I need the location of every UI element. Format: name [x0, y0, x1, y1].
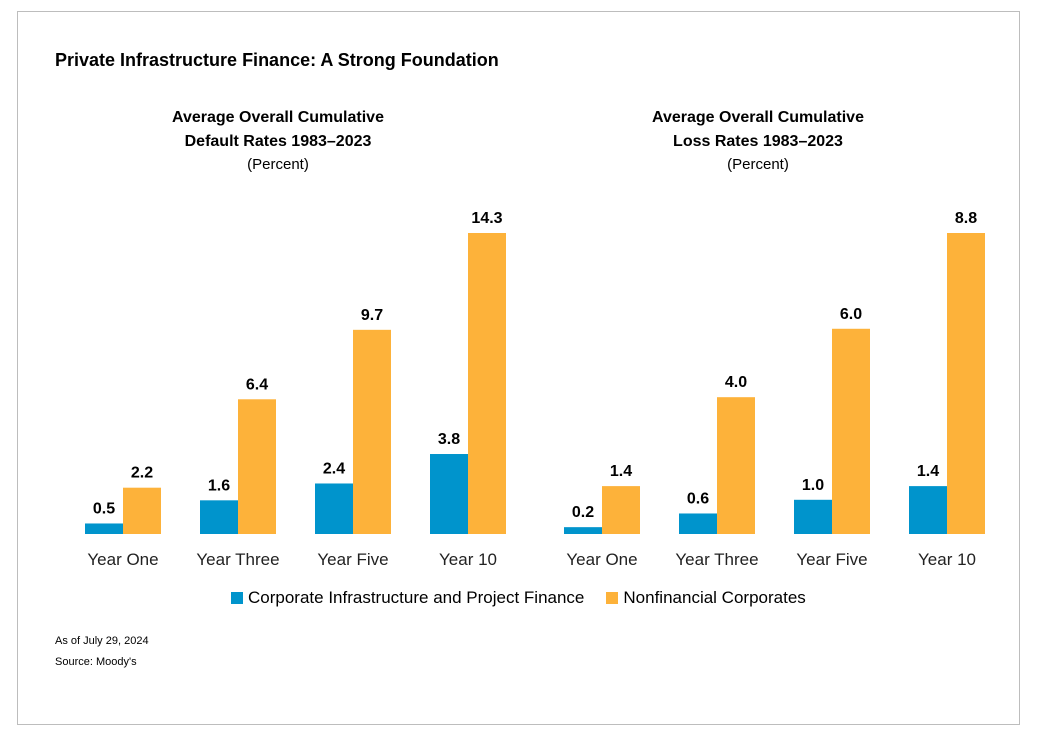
loss-bar-corporate-infra-2: [679, 513, 717, 534]
loss-value-label-corporate-infra-3: 1.0: [802, 477, 824, 494]
loss-value-label-nonfinancial-3: 6.0: [840, 306, 862, 323]
loss-value-label-corporate-infra-2: 0.6: [687, 490, 709, 507]
default-value-label-nonfinancial-3: 9.7: [361, 307, 383, 324]
loss-category-label-3: Year Five: [796, 550, 867, 569]
page-title: Private Infrastructure Finance: A Strong…: [55, 50, 499, 70]
legend-label-corporate-infra: Corporate Infrastructure and Project Fin…: [248, 588, 585, 607]
loss-rates-chart: 0.2 1.4 Year One 0.6 4.0 Year Three 1.0 6.0 Year…: [564, 210, 985, 569]
loss-value-label-nonfinancial-2: 4.0: [725, 374, 747, 391]
legend: Corporate Infrastructure and Project Fin…: [231, 586, 828, 610]
default-value-label-corporate-infra-2: 1.6: [208, 477, 230, 494]
default-value-label-corporate-infra-4: 3.8: [438, 431, 460, 448]
default-bar-corporate-infra-3: [315, 483, 353, 534]
loss-category-label-1: Year One: [566, 550, 637, 569]
loss-category-label-2: Year Three: [675, 550, 758, 569]
legend-item-nonfinancial: Nonfinancial Corporates: [606, 588, 806, 608]
loss-category-label-4: Year 10: [918, 550, 976, 569]
loss-chart-title-line2: Loss Rates 1983–2023: [673, 133, 843, 150]
default-chart-subtitle: (Percent): [247, 156, 309, 173]
legend-item-corporate-infra: Corporate Infrastructure and Project Fin…: [231, 588, 584, 608]
loss-bar-corporate-infra-3: [794, 499, 832, 534]
default-chart-title: Average Overall Cumulative Default Rates…: [138, 106, 418, 154]
loss-value-label-corporate-infra-4: 1.4: [917, 463, 939, 480]
default-bar-corporate-infra-2: [200, 500, 238, 534]
default-category-label-4: Year 10: [439, 550, 497, 569]
default-value-label-nonfinancial-2: 6.4: [246, 376, 268, 393]
loss-chart-title: Average Overall Cumulative Loss Rates 19…: [618, 106, 898, 154]
default-bar-corporate-infra-1: [85, 523, 123, 534]
default-chart-title-line1: Average Overall Cumulative: [172, 109, 384, 126]
loss-bar-nonfinancial-3: [832, 328, 870, 534]
default-bar-corporate-infra-4: [430, 454, 468, 534]
loss-bar-nonfinancial-4: [947, 233, 985, 534]
as-of-date: As of July 29, 2024: [55, 635, 149, 647]
default-category-label-2: Year Three: [196, 550, 279, 569]
default-category-label-1: Year One: [87, 550, 158, 569]
loss-chart-title-line1: Average Overall Cumulative: [652, 109, 864, 126]
loss-value-label-nonfinancial-1: 1.4: [610, 463, 632, 480]
source-note: Source: Moody's: [55, 656, 137, 668]
chart-frame: Private Infrastructure Finance: A Strong…: [17, 11, 1020, 725]
loss-bar-corporate-infra-1: [564, 527, 602, 534]
default-bar-nonfinancial-2: [238, 399, 276, 534]
default-bar-nonfinancial-4: [468, 233, 506, 534]
loss-chart-subtitle: (Percent): [727, 156, 789, 173]
default-value-label-nonfinancial-1: 2.2: [131, 465, 153, 482]
loss-bar-nonfinancial-1: [602, 486, 640, 534]
default-rates-chart: 0.5 2.2 Year One 1.6 6.4 Year Three 2.4 9.7 Year…: [85, 210, 506, 569]
default-category-label-3: Year Five: [317, 550, 388, 569]
legend-label-nonfinancial: Nonfinancial Corporates: [623, 588, 806, 607]
loss-value-label-corporate-infra-1: 0.2: [572, 504, 594, 521]
loss-bar-corporate-infra-4: [909, 486, 947, 534]
default-chart-title-line2: Default Rates 1983–2023: [184, 133, 372, 150]
loss-value-label-nonfinancial-4: 8.8: [955, 210, 977, 227]
loss-bar-nonfinancial-2: [717, 397, 755, 534]
default-value-label-corporate-infra-1: 0.5: [93, 500, 115, 517]
default-value-label-nonfinancial-4: 14.3: [471, 210, 502, 227]
default-value-label-corporate-infra-3: 2.4: [323, 460, 345, 477]
default-bar-nonfinancial-1: [123, 487, 161, 534]
legend-swatch-corporate-infra: [231, 592, 243, 604]
legend-swatch-nonfinancial: [606, 592, 619, 604]
default-bar-nonfinancial-3: [353, 329, 391, 534]
